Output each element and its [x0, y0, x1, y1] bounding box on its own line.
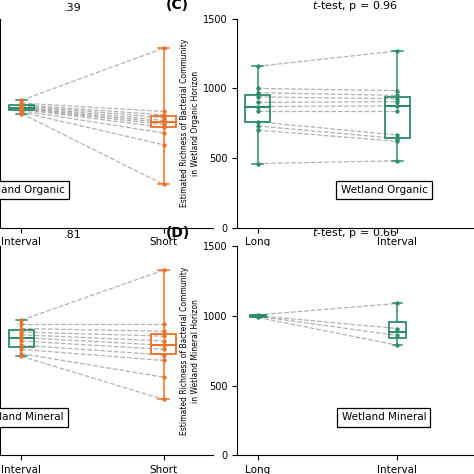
- Point: [254, 314, 262, 321]
- Point: [160, 119, 167, 127]
- Point: [254, 85, 262, 92]
- Point: [393, 300, 401, 307]
- Point: [160, 341, 167, 349]
- Point: [160, 320, 167, 328]
- Point: [393, 332, 401, 339]
- Point: [160, 351, 167, 359]
- Point: [254, 93, 262, 100]
- Text: Wetland
Mineral: Wetland Mineral: [0, 473, 1, 474]
- Point: [18, 353, 25, 360]
- Text: Wetland Organic: Wetland Organic: [0, 185, 65, 195]
- Bar: [385, 97, 410, 138]
- Point: [254, 103, 262, 110]
- Text: .39: .39: [64, 3, 82, 13]
- Point: [254, 118, 262, 126]
- Point: [160, 117, 167, 124]
- Point: [18, 350, 25, 357]
- Text: $t$-test, p = 0.39: $t$-test, p = 0.39: [0, 473, 1, 474]
- Point: [160, 45, 167, 52]
- Point: [18, 103, 25, 110]
- Point: [254, 311, 262, 319]
- Point: [18, 109, 25, 116]
- Point: [18, 346, 25, 353]
- Text: (C): (C): [166, 0, 189, 12]
- Point: [393, 87, 401, 94]
- Bar: [9, 105, 34, 110]
- Point: [18, 328, 25, 336]
- Point: [18, 105, 25, 112]
- Text: .81: .81: [64, 230, 82, 240]
- Point: [393, 131, 401, 139]
- Point: [393, 135, 401, 142]
- Point: [160, 141, 167, 148]
- Point: [393, 95, 401, 103]
- Point: [160, 124, 167, 131]
- Text: Wetland Organic: Wetland Organic: [340, 185, 428, 195]
- Text: $t$-test, p = 0.81: $t$-test, p = 0.81: [0, 473, 1, 474]
- Point: [160, 266, 167, 274]
- Point: [393, 107, 401, 115]
- Point: [18, 334, 25, 341]
- Point: [254, 89, 262, 96]
- Point: [254, 312, 262, 319]
- Point: [254, 99, 262, 106]
- Point: [393, 47, 401, 55]
- Bar: [151, 116, 176, 128]
- Point: [18, 316, 25, 324]
- Point: [160, 396, 167, 403]
- Text: $t$-test, p = 0.66: $t$-test, p = 0.66: [312, 226, 399, 240]
- Point: [393, 137, 401, 145]
- Point: [160, 328, 167, 335]
- Y-axis label: Estimated Richness of Bacterial Community
in Wetland Mineral Horizon: Estimated Richness of Bacterial Communit…: [181, 266, 200, 435]
- Point: [18, 102, 25, 109]
- Text: Wetland
Organic: Wetland Organic: [0, 473, 1, 474]
- Point: [160, 108, 167, 115]
- Point: [254, 127, 262, 134]
- Point: [393, 341, 401, 349]
- Bar: [389, 321, 406, 338]
- Point: [18, 331, 25, 338]
- Point: [393, 98, 401, 106]
- Point: [254, 160, 262, 167]
- Point: [160, 114, 167, 121]
- Bar: [151, 334, 176, 354]
- Y-axis label: Estimated Richness of Bacterial Community
in Wetland Organic Horizon: Estimated Richness of Bacterial Communit…: [181, 39, 200, 208]
- Point: [393, 325, 401, 332]
- Point: [18, 109, 25, 117]
- Point: [18, 325, 25, 332]
- Point: [160, 121, 167, 128]
- Point: [160, 357, 167, 365]
- Bar: [246, 95, 271, 122]
- Text: (D): (D): [166, 226, 190, 240]
- Point: [393, 157, 401, 164]
- Bar: [249, 315, 266, 317]
- Point: [18, 97, 25, 104]
- Point: [254, 122, 262, 130]
- Point: [393, 91, 401, 99]
- Point: [160, 332, 167, 340]
- Point: [18, 101, 25, 109]
- Point: [160, 374, 167, 381]
- Point: [18, 106, 25, 113]
- Point: [393, 102, 401, 109]
- Point: [18, 104, 25, 112]
- Point: [160, 337, 167, 345]
- Text: Wetland Mineral: Wetland Mineral: [0, 412, 64, 422]
- Point: [18, 337, 25, 345]
- Point: [18, 341, 25, 349]
- Text: $t$-test, p = 0.96: $t$-test, p = 0.96: [312, 0, 399, 13]
- Point: [18, 99, 25, 107]
- Point: [160, 111, 167, 118]
- Point: [18, 320, 25, 328]
- Point: [160, 129, 167, 137]
- Bar: [9, 330, 34, 347]
- Point: [254, 63, 262, 70]
- Point: [254, 107, 262, 115]
- Text: Wetland Mineral: Wetland Mineral: [342, 412, 426, 422]
- Point: [18, 107, 25, 115]
- Point: [160, 346, 167, 353]
- Point: [254, 312, 262, 320]
- Point: [160, 181, 167, 188]
